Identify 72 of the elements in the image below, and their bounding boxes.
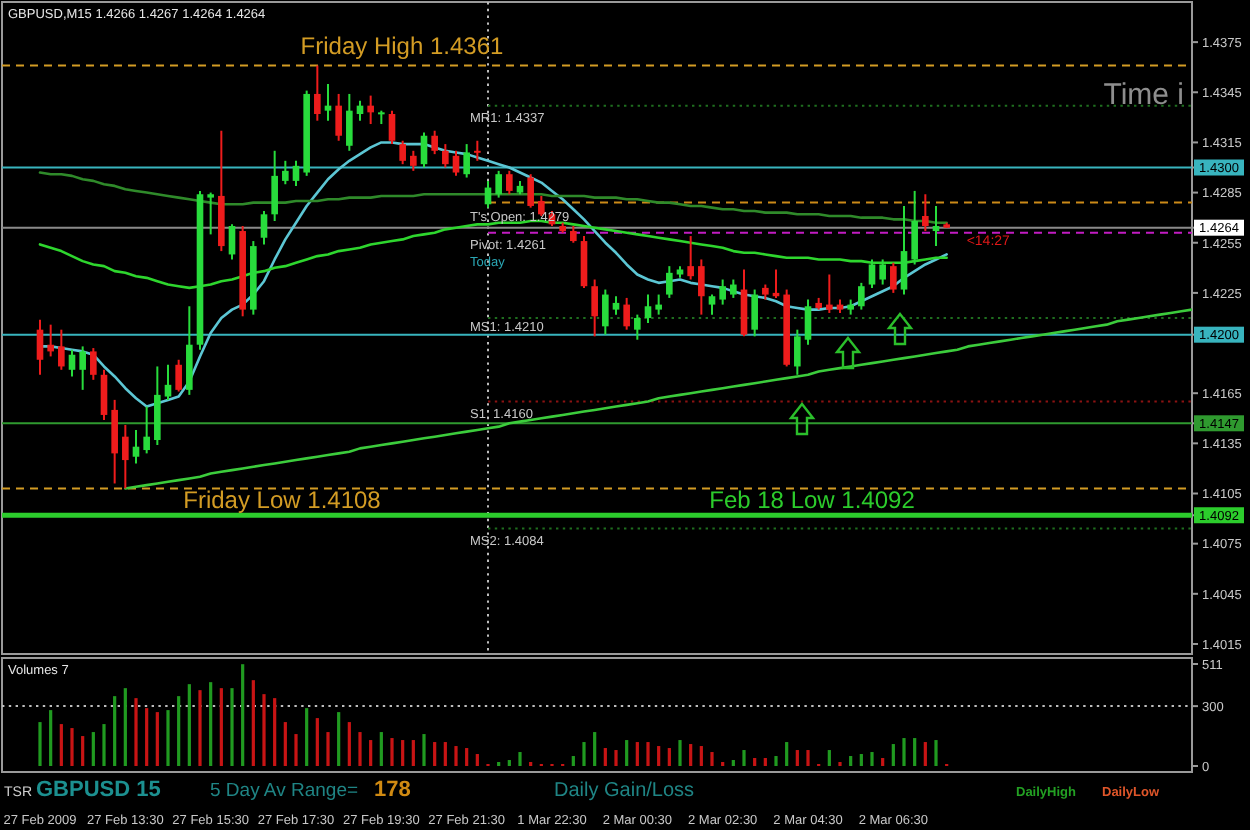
candlestick xyxy=(292,159,300,187)
candlestick xyxy=(495,169,502,199)
candlestick xyxy=(314,64,321,122)
candlestick xyxy=(122,423,129,490)
candlestick xyxy=(591,278,598,338)
annotation: Time i xyxy=(1103,78,1184,112)
candlestick xyxy=(687,235,694,281)
candlestick xyxy=(900,204,908,296)
candlestick xyxy=(431,129,438,156)
candlestick xyxy=(207,191,214,236)
candlestick xyxy=(388,109,396,146)
candlestick xyxy=(47,323,54,358)
candlestick xyxy=(794,328,801,376)
candlestick xyxy=(612,295,620,316)
ref-line-label: Feb 18 Low 1.4092 xyxy=(709,486,916,515)
line-series xyxy=(124,308,1192,490)
candlestick xyxy=(143,405,150,455)
candlestick xyxy=(90,347,97,381)
candlestick xyxy=(260,209,268,246)
candlestick xyxy=(399,139,406,166)
ref-line-label: Friday Low 1.4108 xyxy=(183,486,382,515)
candlestick xyxy=(79,345,86,391)
candlestick xyxy=(186,305,193,396)
candlestick xyxy=(164,363,172,401)
candlestick xyxy=(655,293,662,316)
candlestick xyxy=(58,328,65,371)
candlestick xyxy=(100,368,108,421)
candlestick xyxy=(730,278,737,299)
candlestick xyxy=(623,296,630,331)
candlestick xyxy=(442,143,449,169)
candlestick xyxy=(634,313,641,341)
candlestick xyxy=(132,428,140,465)
candlestick xyxy=(698,258,705,316)
candlestick xyxy=(271,149,278,223)
candlestick xyxy=(922,193,929,233)
candlestick xyxy=(474,139,481,162)
candlestick xyxy=(410,149,417,172)
candlestick xyxy=(527,173,534,209)
candlestick xyxy=(36,318,44,376)
candlestick xyxy=(463,143,470,179)
candlestick xyxy=(602,288,609,336)
candlestick xyxy=(506,169,513,196)
candlestick xyxy=(282,159,289,186)
candlestick xyxy=(452,149,460,177)
candlestick xyxy=(346,92,353,152)
candlestick xyxy=(868,258,876,289)
text: Daily Gain/Loss xyxy=(554,780,695,802)
candlestick xyxy=(911,189,918,266)
candlestick xyxy=(324,82,332,122)
candlestick xyxy=(666,265,673,299)
candlestick xyxy=(367,94,374,126)
candlestick xyxy=(154,365,161,447)
candlestick xyxy=(932,204,940,248)
candlestick xyxy=(740,268,748,338)
candlestick xyxy=(111,398,118,485)
candlestick xyxy=(335,92,342,142)
candlestick xyxy=(580,235,588,289)
candlestick xyxy=(751,288,758,338)
candlestick xyxy=(175,358,182,393)
text: 5 Day Av Range= xyxy=(210,780,359,802)
candlestick xyxy=(644,293,652,324)
candlestick xyxy=(858,281,865,311)
candlestick xyxy=(804,298,812,346)
candlestick xyxy=(68,348,76,378)
candlestick xyxy=(719,278,726,306)
text: 178 xyxy=(374,778,411,802)
text: GBPUSD 15 xyxy=(36,778,161,802)
candlestick xyxy=(890,261,897,294)
candlestick xyxy=(708,293,716,316)
candlestick xyxy=(879,258,886,286)
candlestick xyxy=(826,273,833,314)
ref-line-label: Friday High 1.4361 xyxy=(300,31,505,60)
